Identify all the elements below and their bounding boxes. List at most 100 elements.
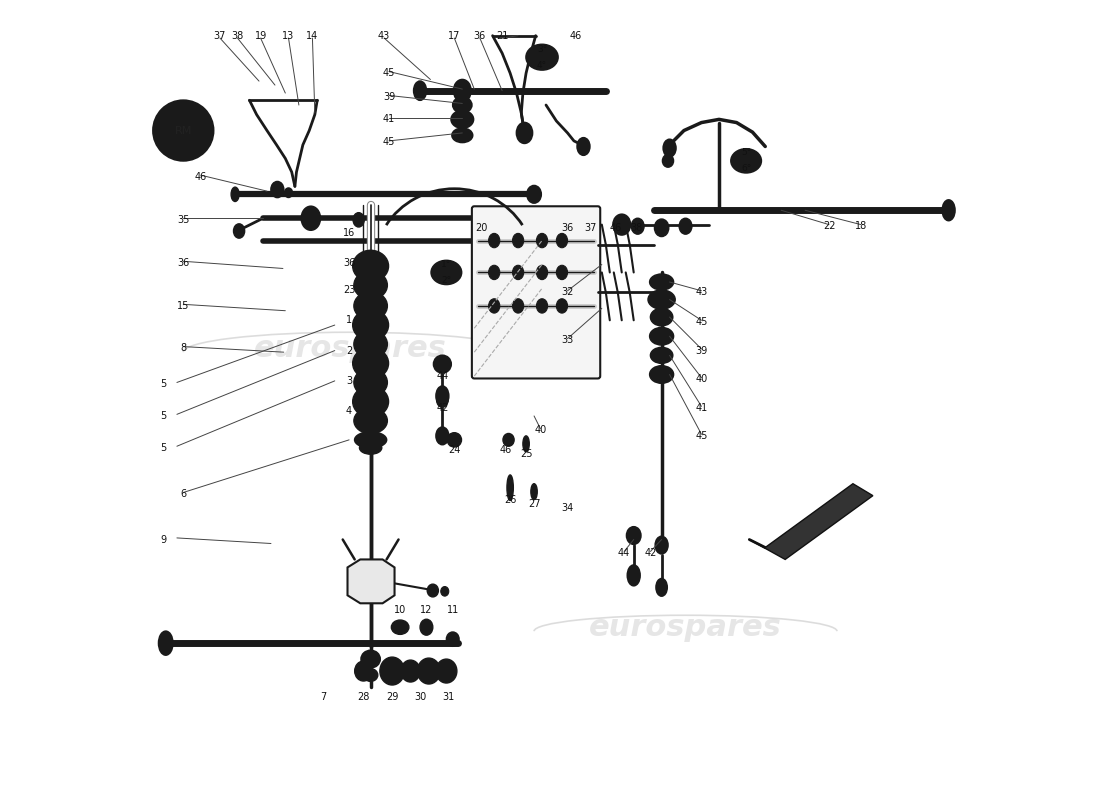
Text: 15: 15 <box>177 301 189 311</box>
Ellipse shape <box>158 631 173 655</box>
Ellipse shape <box>354 291 387 320</box>
Text: 25: 25 <box>520 450 532 459</box>
Ellipse shape <box>578 138 590 155</box>
Ellipse shape <box>488 298 499 313</box>
Ellipse shape <box>271 182 284 198</box>
Text: 3: 3 <box>346 376 352 386</box>
Text: 8: 8 <box>180 343 186 353</box>
Ellipse shape <box>650 308 673 326</box>
Ellipse shape <box>654 219 669 237</box>
Text: 46: 46 <box>570 30 582 41</box>
Text: 1: 1 <box>346 315 352 326</box>
Text: 5: 5 <box>161 379 166 389</box>
Text: 16: 16 <box>343 227 355 238</box>
Ellipse shape <box>436 659 456 683</box>
Text: 32: 32 <box>561 287 574 298</box>
Ellipse shape <box>353 310 388 341</box>
Ellipse shape <box>654 294 669 305</box>
Text: 42: 42 <box>645 548 657 558</box>
Ellipse shape <box>361 650 381 668</box>
Text: 43: 43 <box>378 30 390 41</box>
Text: RM: RM <box>175 126 192 135</box>
Text: 36: 36 <box>177 258 189 268</box>
Text: 45: 45 <box>383 138 395 147</box>
Ellipse shape <box>433 355 451 373</box>
Ellipse shape <box>513 234 524 248</box>
Ellipse shape <box>392 620 409 634</box>
Circle shape <box>153 100 213 161</box>
Text: 30: 30 <box>415 691 427 702</box>
Text: 23: 23 <box>343 285 355 295</box>
Ellipse shape <box>354 661 372 681</box>
Ellipse shape <box>447 632 459 646</box>
Text: 21: 21 <box>496 30 508 41</box>
Ellipse shape <box>451 110 473 128</box>
Ellipse shape <box>448 433 462 447</box>
Ellipse shape <box>679 218 692 234</box>
Ellipse shape <box>513 298 524 313</box>
Text: 6: 6 <box>180 489 186 499</box>
Ellipse shape <box>437 393 448 407</box>
Ellipse shape <box>503 434 514 446</box>
Ellipse shape <box>557 234 568 248</box>
Polygon shape <box>348 559 395 603</box>
Ellipse shape <box>526 45 558 70</box>
Text: 5: 5 <box>161 443 166 453</box>
Ellipse shape <box>656 578 668 596</box>
Text: 24: 24 <box>448 446 461 455</box>
Ellipse shape <box>414 81 427 100</box>
Ellipse shape <box>301 206 320 230</box>
Ellipse shape <box>354 368 387 397</box>
Text: 2°: 2° <box>441 276 451 285</box>
Text: 26: 26 <box>504 494 516 505</box>
Ellipse shape <box>656 312 668 322</box>
Text: 2: 2 <box>346 346 352 355</box>
Ellipse shape <box>527 232 541 250</box>
Ellipse shape <box>627 565 640 586</box>
Ellipse shape <box>648 290 675 309</box>
Text: 46: 46 <box>609 223 622 233</box>
Text: 39: 39 <box>383 92 395 102</box>
Ellipse shape <box>427 584 439 597</box>
Ellipse shape <box>379 657 405 685</box>
Ellipse shape <box>420 619 432 635</box>
Text: 29: 29 <box>386 691 398 702</box>
Text: 44: 44 <box>437 371 449 381</box>
Text: 10: 10 <box>394 605 406 614</box>
Text: 4°: 4° <box>537 61 547 70</box>
Text: 13: 13 <box>283 30 295 41</box>
Text: 12: 12 <box>420 605 432 614</box>
Text: eurospares: eurospares <box>590 613 782 642</box>
Ellipse shape <box>650 327 673 345</box>
Ellipse shape <box>513 266 524 280</box>
Ellipse shape <box>732 149 761 173</box>
FancyBboxPatch shape <box>472 206 601 378</box>
Text: 5°: 5° <box>741 148 751 158</box>
Ellipse shape <box>361 354 381 372</box>
Text: 1°: 1° <box>441 260 451 269</box>
Text: 5: 5 <box>161 411 166 421</box>
Text: 38: 38 <box>231 30 243 41</box>
Text: 33: 33 <box>561 335 574 346</box>
Ellipse shape <box>650 347 673 363</box>
Text: 46: 46 <box>195 172 207 182</box>
Ellipse shape <box>527 186 541 203</box>
Ellipse shape <box>488 234 499 248</box>
Text: 36: 36 <box>343 258 355 268</box>
Ellipse shape <box>233 224 244 238</box>
Ellipse shape <box>527 210 541 227</box>
Text: 36: 36 <box>474 30 486 41</box>
Ellipse shape <box>662 154 673 167</box>
Ellipse shape <box>656 351 668 360</box>
Ellipse shape <box>627 526 641 544</box>
Ellipse shape <box>417 658 440 684</box>
Text: 19: 19 <box>254 30 266 41</box>
Text: 36: 36 <box>561 223 574 233</box>
Ellipse shape <box>362 414 380 428</box>
Text: 41: 41 <box>383 114 395 124</box>
Text: 37: 37 <box>584 223 597 233</box>
Text: 43: 43 <box>695 287 707 298</box>
Ellipse shape <box>354 330 387 358</box>
Ellipse shape <box>517 122 532 143</box>
Text: 14: 14 <box>306 30 319 41</box>
